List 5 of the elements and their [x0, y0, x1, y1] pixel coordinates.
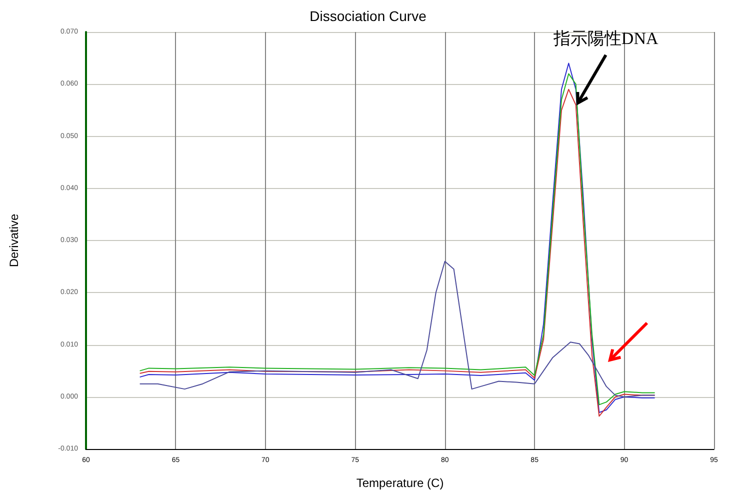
chart-title: Dissociation Curve	[310, 8, 427, 24]
x-axis-title: Temperature (C)	[356, 476, 444, 490]
y-axis-title: Derivative	[7, 214, 21, 268]
line-series	[139, 260, 656, 398]
annotation: 指示陽性DNA	[552, 28, 659, 48]
